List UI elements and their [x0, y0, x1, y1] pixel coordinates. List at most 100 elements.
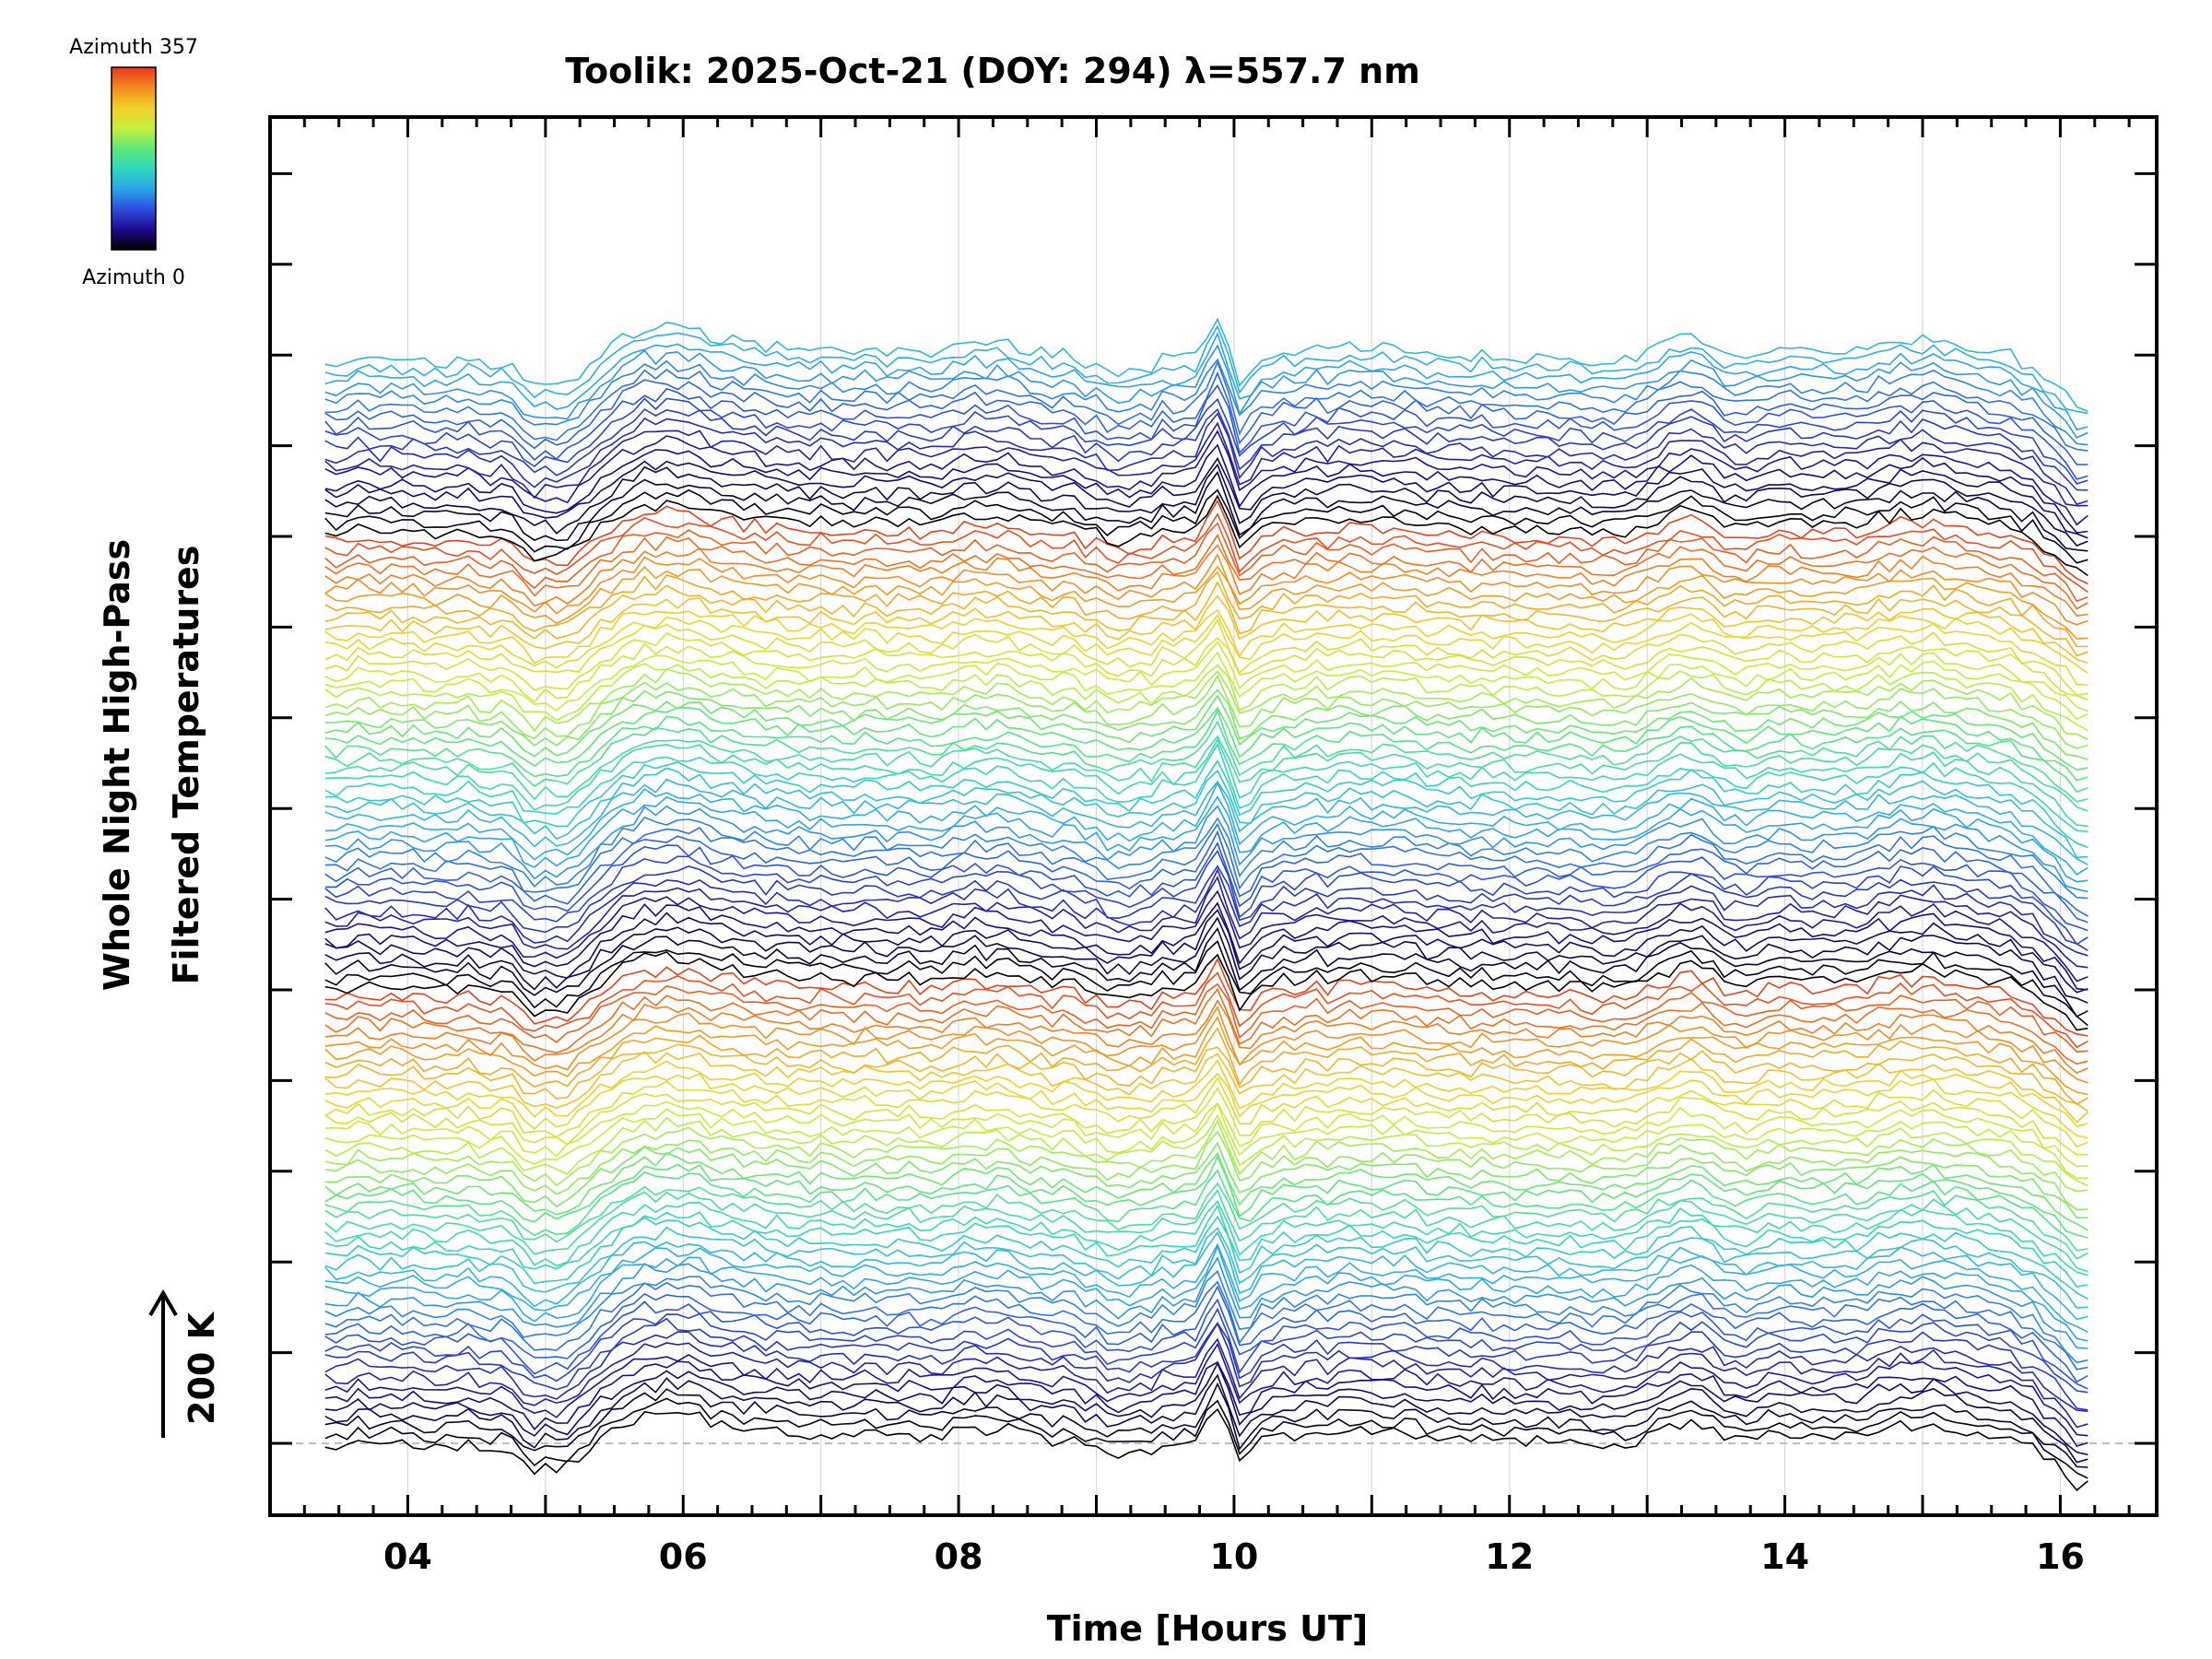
trace-line-108 [324, 371, 2088, 465]
trace-line-15 [324, 1255, 2088, 1349]
trace-line-96 [324, 494, 2088, 577]
trace-line-7 [324, 1337, 2088, 1429]
trace-line-41 [324, 1016, 2088, 1096]
trace-line-22 [324, 1199, 2088, 1277]
x-tick-label: 14 [1760, 1536, 1809, 1577]
trace-line-97 [324, 488, 2088, 564]
trace-line-81 [324, 641, 2088, 712]
trace-line-36 [324, 1072, 2088, 1139]
trace-line-72 [324, 720, 2088, 803]
plot-frame [268, 115, 2159, 1517]
trace-line-99 [324, 463, 2088, 547]
trace-line-68 [324, 759, 2088, 849]
trace-line-21 [324, 1204, 2088, 1288]
trace-line-10 [324, 1307, 2088, 1394]
trace-line-82 [324, 631, 2088, 700]
trace-line-114 [324, 317, 2088, 413]
trace-line-29 [324, 1130, 2088, 1211]
trace-line-31 [324, 1113, 2088, 1187]
trace-line-112 [324, 331, 2088, 431]
trace-line-5 [324, 1360, 2088, 1447]
trace-line-111 [324, 344, 2088, 439]
trace-line-19 [324, 1226, 2088, 1309]
trace-line-105 [324, 407, 2088, 491]
trace-line-57 [324, 865, 2088, 951]
trace-line-84 [324, 614, 2088, 686]
trace-line-17 [324, 1242, 2088, 1334]
trace-line-1 [324, 1397, 2088, 1479]
trace-line-60 [324, 830, 2088, 924]
x-tick-label: 16 [2036, 1536, 2085, 1577]
x-tick-label: 10 [1209, 1536, 1258, 1577]
trace-line-62 [324, 816, 2088, 900]
trace-line-27 [324, 1151, 2088, 1231]
trace-line-49 [324, 939, 2088, 1027]
trace-line-43 [324, 999, 2088, 1075]
trace-line-25 [324, 1169, 2088, 1252]
trace-line-66 [324, 778, 2088, 865]
trace-line-37 [324, 1059, 2088, 1128]
trace-line-100 [324, 456, 2088, 539]
trace-line-16 [324, 1244, 2088, 1342]
trace-line-93 [324, 522, 2088, 603]
scale-bar: 200 K [148, 1289, 222, 1438]
trace-line-89 [324, 565, 2088, 641]
trace-line-45 [324, 982, 2088, 1053]
trace-line-87 [324, 581, 2088, 657]
x-tick-label: 06 [659, 1536, 708, 1577]
trace-line-53 [324, 901, 2088, 991]
trace-line-110 [324, 358, 2088, 446]
trace-line-44 [324, 987, 2088, 1065]
trace-line-61 [324, 822, 2088, 917]
trace-line-65 [324, 781, 2088, 876]
trace-line-95 [324, 499, 2088, 585]
trace-line-73 [324, 708, 2088, 793]
trace-line-80 [324, 651, 2088, 721]
trace-line-11 [324, 1298, 2088, 1390]
trace-line-42 [324, 1006, 2088, 1084]
trace-line-92 [324, 533, 2088, 610]
grid-layer [270, 117, 2157, 1515]
trace-line-47 [324, 957, 2088, 1037]
trace-line-71 [324, 735, 2088, 812]
scale-bar-arrowhead [148, 1289, 178, 1317]
y-axis-label-line2: Filtered Temperatures [166, 546, 206, 985]
x-tick-label: 08 [935, 1536, 983, 1577]
trace-line-3 [324, 1373, 2088, 1464]
trace-line-55 [324, 876, 2088, 969]
trace-line-51 [324, 916, 2088, 1004]
trace-line-0 [324, 1407, 2088, 1492]
y-axis-label-line1: Whole Night High-Pass [97, 539, 137, 991]
trace-line-102 [324, 429, 2088, 526]
trace-line-103 [324, 421, 2088, 507]
trace-line-48 [324, 950, 2088, 1031]
trace-line-8 [324, 1322, 2088, 1412]
trace-line-86 [324, 594, 2088, 665]
trace-line-28 [324, 1141, 2088, 1218]
colorbar-bottom-label: Azimuth 0 [82, 266, 185, 289]
trace-line-83 [324, 618, 2088, 697]
trace-line-109 [324, 359, 2088, 452]
trace-line-78 [324, 667, 2088, 741]
trace-line-94 [324, 512, 2088, 594]
trace-line-40 [324, 1027, 2088, 1105]
trace-line-12 [324, 1285, 2088, 1383]
trace-line-23 [324, 1189, 2088, 1273]
trace-layer [324, 317, 2088, 1492]
trace-line-24 [324, 1182, 2088, 1260]
trace-line-50 [324, 926, 2088, 1018]
trace-line-20 [324, 1215, 2088, 1300]
trace-line-75 [324, 694, 2088, 771]
trace-line-77 [324, 674, 2088, 749]
trace-line-9 [324, 1317, 2088, 1411]
trace-line-38 [324, 1051, 2088, 1124]
trace-line-30 [324, 1118, 2088, 1193]
trace-line-59 [324, 841, 2088, 932]
trace-line-91 [324, 544, 2088, 618]
trace-line-67 [324, 767, 2088, 859]
scale-bar-label: 200 K [182, 1311, 222, 1425]
x-tick-label: 12 [1485, 1536, 1534, 1577]
trace-line-4 [324, 1361, 2088, 1456]
